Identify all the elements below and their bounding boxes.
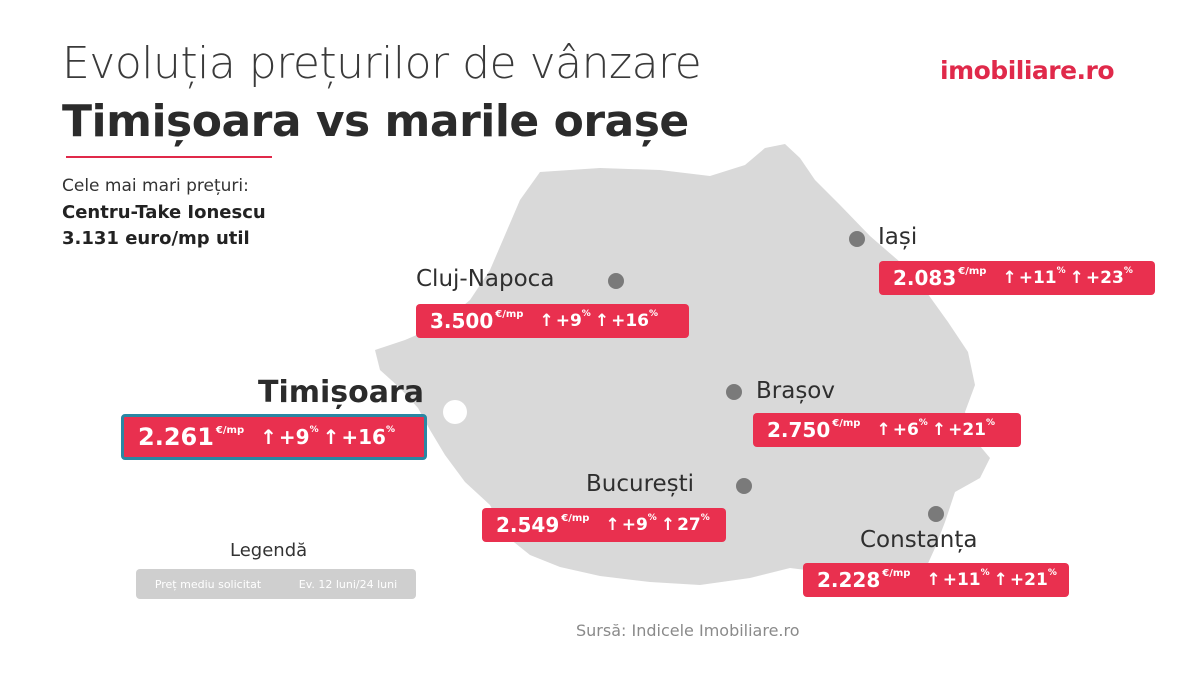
percent-sign: % — [980, 568, 990, 578]
brand-logo[interactable]: imobiliare.ro — [940, 56, 1115, 85]
change-12m: +9 — [621, 515, 648, 535]
up-arrow-icon: ↑ — [605, 515, 620, 535]
up-arrow-icon: ↑ — [1069, 268, 1084, 288]
legend-item-price: Preț mediu solicitat — [154, 577, 262, 591]
up-arrow-icon: ↑ — [1002, 268, 1017, 288]
up-arrow-icon: ↑ — [539, 311, 554, 331]
price-value: 2.549 — [496, 513, 560, 537]
title-underline — [66, 156, 272, 158]
change-24m: +23 — [1085, 268, 1124, 288]
city-dot-brasov — [726, 384, 742, 400]
change-24m: 27 — [677, 515, 701, 535]
up-arrow-icon: ↑ — [926, 570, 941, 590]
change-12m: +9 — [278, 425, 310, 449]
legend-item-change: Ev. 12 luni/24 luni — [298, 577, 398, 591]
percent-sign: % — [1056, 266, 1066, 276]
city-label-bucuresti: București — [586, 471, 695, 497]
price-value: 2.228 — [817, 568, 881, 592]
city-label-iasi: Iași — [878, 224, 918, 250]
city-label-cluj: Cluj-Napoca — [416, 266, 555, 292]
percent-sign: % — [309, 425, 319, 435]
percent-sign: % — [918, 418, 928, 428]
change-24m: +16 — [341, 425, 386, 449]
price-unit: €/mp — [561, 512, 590, 524]
price-unit: €/mp — [882, 567, 911, 579]
city-dot-iasi — [849, 231, 865, 247]
city-label-constanta: Constanța — [860, 527, 978, 553]
change-24m: +16 — [611, 311, 649, 331]
price-value: 2.261 — [138, 423, 214, 451]
city-dot-constanta — [928, 506, 944, 522]
percent-sign: % — [648, 309, 659, 319]
change-24m: +21 — [948, 420, 986, 440]
up-arrow-icon: ↑ — [594, 311, 610, 331]
legend-box: Preț mediu solicitat Ev. 12 luni/24 luni — [136, 569, 416, 599]
percent-sign: % — [700, 513, 710, 523]
percent-sign: % — [647, 513, 657, 523]
timisoara-marker — [443, 400, 467, 424]
price-unit: €/mp — [958, 265, 987, 277]
change-12m: +6 — [892, 420, 919, 440]
up-arrow-icon: ↑ — [993, 570, 1008, 590]
price-pill-timisoara: 2.261 €/mp ↑ +9 % ↑ +16 % — [121, 414, 427, 460]
price-unit: €/mp — [495, 308, 524, 320]
up-arrow-icon: ↑ — [660, 515, 676, 535]
page-subtitle: Timișoara vs marile orașe — [62, 96, 689, 147]
percent-sign: % — [581, 309, 591, 319]
change-24m: +21 — [1009, 570, 1048, 590]
percent-sign: % — [985, 418, 996, 428]
change-12m: +9 — [555, 311, 582, 331]
up-arrow-icon: ↑ — [260, 425, 277, 449]
source-note: Sursă: Indicele Imobiliare.ro — [576, 621, 800, 640]
legend-title: Legendă — [230, 540, 308, 561]
up-arrow-icon: ↑ — [876, 420, 891, 440]
price-value: 2.750 — [767, 418, 831, 442]
change-12m: +11 — [1018, 268, 1057, 288]
percent-sign: % — [1047, 568, 1057, 578]
highlight-caption: Cele mai mari prețuri: — [62, 176, 249, 196]
city-label-timisoara: Timișoara — [258, 375, 425, 410]
highlight-price: 3.131 euro/mp util — [62, 228, 250, 249]
price-value: 2.083 — [893, 266, 957, 290]
price-unit: €/mp — [215, 424, 245, 436]
romania-map-shape — [375, 144, 990, 585]
price-unit: €/mp — [832, 417, 861, 429]
price-pill-bucuresti: 2.549 €/mp ↑ +9 % ↑ 27 % — [482, 508, 726, 542]
city-label-brasov: Brașov — [756, 378, 835, 404]
change-12m: +11 — [942, 570, 981, 590]
up-arrow-icon: ↑ — [931, 420, 947, 440]
city-dot-cluj — [608, 273, 624, 289]
percent-sign: % — [1123, 266, 1133, 276]
up-arrow-icon: ↑ — [322, 425, 340, 449]
price-pill-constanta: 2.228 €/mp ↑ +11 % ↑ +21 % — [803, 563, 1069, 597]
highlight-zone: Centru-Take Ionescu — [62, 202, 266, 223]
percent-sign: % — [385, 425, 395, 435]
price-pill-brasov: 2.750 €/mp ↑ +6 % ↑ +21 % — [753, 413, 1021, 447]
city-dot-bucuresti — [736, 478, 752, 494]
price-pill-cluj: 3.500 €/mp ↑ +9 % ↑ +16 % — [416, 304, 689, 338]
page-title: Evoluția prețurilor de vânzare — [62, 38, 702, 89]
price-pill-iasi: 2.083 €/mp ↑ +11 % ↑ +23 % — [879, 261, 1155, 295]
price-value: 3.500 — [430, 309, 494, 333]
